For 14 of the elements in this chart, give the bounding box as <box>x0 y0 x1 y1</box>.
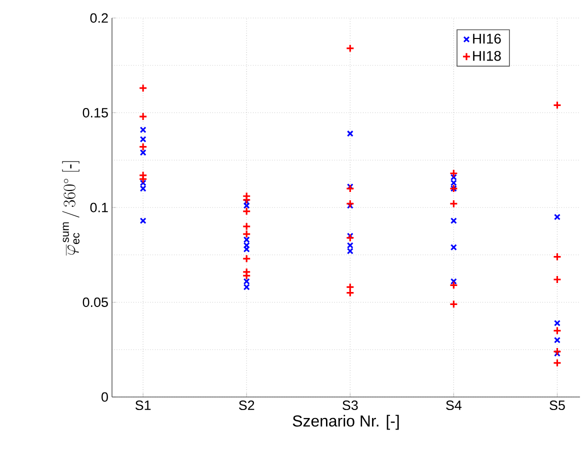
x-tick-label: S1 <box>135 400 151 410</box>
x-tick-label: S3 <box>342 400 358 410</box>
x-tick-label: S4 <box>446 400 462 410</box>
legend-label: HI16 <box>473 34 501 44</box>
y-tick-label: 0.05 <box>82 297 108 308</box>
y-tick-label: 0.2 <box>90 13 108 23</box>
y-tick-label: 0.1 <box>90 202 108 212</box>
legend-label: HI18 <box>473 50 501 61</box>
y-axis-title: $\overline{\varphi}_{\mathrm{ec}}^{\,\mathrm{sum}} \,/\, 360^{\circ}\ [\hbox{-}]$ <box>62 161 80 256</box>
y-tick-label: 0 <box>102 392 108 402</box>
y-tick-label: 0.15 <box>82 108 108 118</box>
x-tick-label: S5 <box>550 400 565 410</box>
x-axis-title: Szenario Nr. [-] <box>292 414 399 430</box>
x-tick-label: S2 <box>238 400 254 410</box>
